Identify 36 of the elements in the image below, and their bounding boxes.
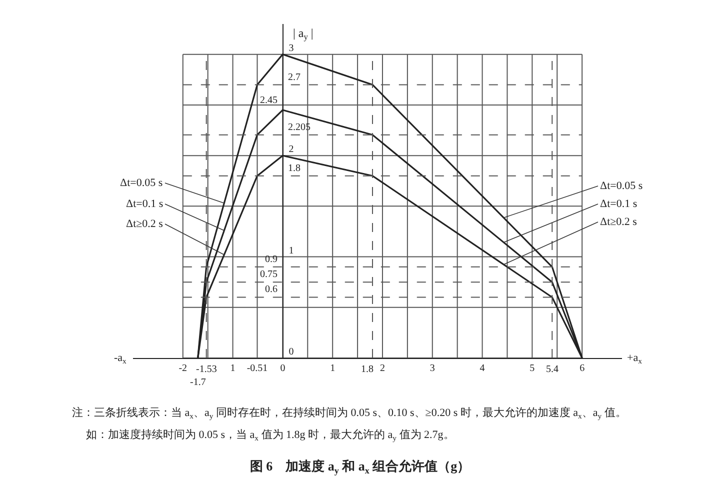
y-axis-title: | a$_{y}$ | bbox=[293, 26, 314, 42]
y-tick-label: 1 bbox=[288, 245, 294, 256]
text: Δt≥0.2 s bbox=[600, 216, 637, 228]
x-tick-label: -2 bbox=[178, 363, 188, 374]
text: Δt=0.1 s bbox=[126, 198, 164, 210]
ref-line-label: 0.75 bbox=[260, 269, 278, 280]
text: Δt=0.05 s bbox=[600, 180, 643, 192]
y-tick-label: 3 bbox=[288, 42, 294, 54]
ref-line-label: 2.7 bbox=[288, 72, 300, 83]
ref-line-label: 1.8 bbox=[288, 163, 300, 174]
ref-line-label: -1.53 bbox=[196, 364, 217, 375]
x-tick-label: -0.51 bbox=[246, 363, 268, 374]
y-tick-label: 2 bbox=[288, 144, 294, 156]
y-tick-label: 0 bbox=[288, 346, 294, 358]
x-tick-label: 0 bbox=[280, 363, 286, 374]
x-tick-label: 3 bbox=[430, 363, 435, 374]
text: -a$_{x}$ bbox=[114, 352, 127, 366]
text: Δt=0.05 s bbox=[120, 177, 163, 189]
x-tick-label: 1 bbox=[330, 363, 336, 374]
x-tick-label: 2 bbox=[380, 363, 385, 374]
annotation: 2.45 bbox=[260, 95, 278, 106]
ref-line-label: 0.6 bbox=[265, 284, 278, 295]
x-tick-label: 1 bbox=[230, 363, 236, 374]
text: 如：加速度持续时间为 0.05 s，当 a$_{x}$ 值为 1.8g 时，最大允许的 a$_{y}$ 值为 2.7g。 bbox=[86, 428, 454, 442]
text: Δt=0.1 s bbox=[600, 198, 638, 210]
ref-line-label: 1.8 bbox=[361, 364, 374, 375]
x-tick-label: 4 bbox=[480, 363, 485, 374]
text: 图 6 加速度 a$_{y}$ 和 a$_{x}$ 组合允许值（g） bbox=[250, 458, 470, 476]
x-axis-title: +a$_{x}$ bbox=[627, 352, 642, 366]
x-tick-label: 6 bbox=[580, 363, 585, 374]
ref-line-label: 0.9 bbox=[265, 254, 278, 265]
text: Δt≥0.2 s bbox=[126, 218, 163, 230]
x-tick-label: 5 bbox=[530, 363, 535, 374]
ref-line-label: 5.4 bbox=[546, 364, 558, 375]
annotation: -1.7 bbox=[190, 377, 206, 388]
text: 注：三条折线表示：当 a$_{x}$、a$_{y}$ 同时存在时，在持续时间为 0.05 s、0.10 s、≥0.20 s 时，最大允许的加速度 a$_{x}$、a$_{y}$ 值。 bbox=[72, 407, 626, 420]
